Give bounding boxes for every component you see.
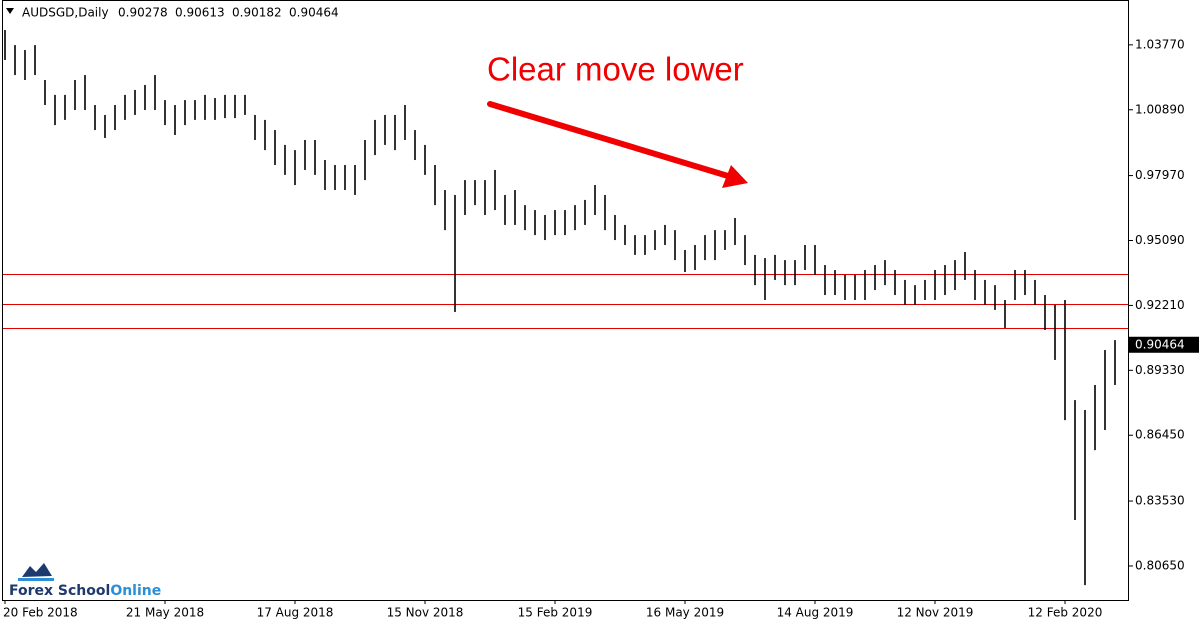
y-tick-label: 0.80650 xyxy=(1135,558,1185,572)
y-tick-label: 0.97970 xyxy=(1135,168,1185,182)
annotation: Clear move lower xyxy=(487,51,744,88)
y-tick-label: 0.95090 xyxy=(1135,233,1185,247)
x-tick-label: 21 May 2018 xyxy=(126,606,204,620)
plot-frame xyxy=(2,0,1129,601)
arrow xyxy=(487,101,748,188)
header-close: 0.90464 xyxy=(289,6,339,20)
plot-layer xyxy=(3,29,1128,586)
y-tick-label: 1.00890 xyxy=(1135,102,1185,116)
x-tick-label: 15 Feb 2019 xyxy=(518,606,593,620)
x-tick-label: 15 Nov 2018 xyxy=(387,606,464,620)
logo-text1: Forex School xyxy=(9,583,110,599)
header-low: 0.90182 xyxy=(232,6,282,20)
y-tick-label: 0.83530 xyxy=(1135,494,1185,508)
x-tick-label: 20 Feb 2018 xyxy=(3,606,78,620)
price-label: 0.90464 xyxy=(1135,337,1185,351)
logo-text2: Online xyxy=(110,583,161,599)
logo-text: Forex SchoolOnline xyxy=(9,583,161,599)
y-tick-label: 0.86450 xyxy=(1135,428,1185,442)
x-tick-label: 17 Aug 2018 xyxy=(257,606,334,620)
logo-icon xyxy=(22,563,52,577)
menu-triangle[interactable] xyxy=(6,8,14,14)
x-tick-label: 16 May 2019 xyxy=(646,606,724,620)
arrow-head xyxy=(722,165,748,188)
symbol: AUDSGD,Daily xyxy=(22,6,109,20)
logo-bar xyxy=(18,578,54,581)
x-tick-label: 14 Aug 2019 xyxy=(777,606,854,620)
x-tick-label: 12 Nov 2019 xyxy=(897,606,974,620)
header-open: 0.90278 xyxy=(118,6,168,20)
arrow-shaft xyxy=(487,101,731,179)
header-high: 0.90613 xyxy=(175,6,225,20)
y-tick-label: 1.03770 xyxy=(1135,37,1185,51)
y-tick-label: 0.89330 xyxy=(1135,363,1185,377)
price-marker xyxy=(1129,336,1199,353)
logo: Forex SchoolOnline xyxy=(9,563,161,599)
x-tick-label: 12 Feb 2020 xyxy=(1028,606,1103,620)
y-tick-label: 0.92210 xyxy=(1135,298,1185,312)
